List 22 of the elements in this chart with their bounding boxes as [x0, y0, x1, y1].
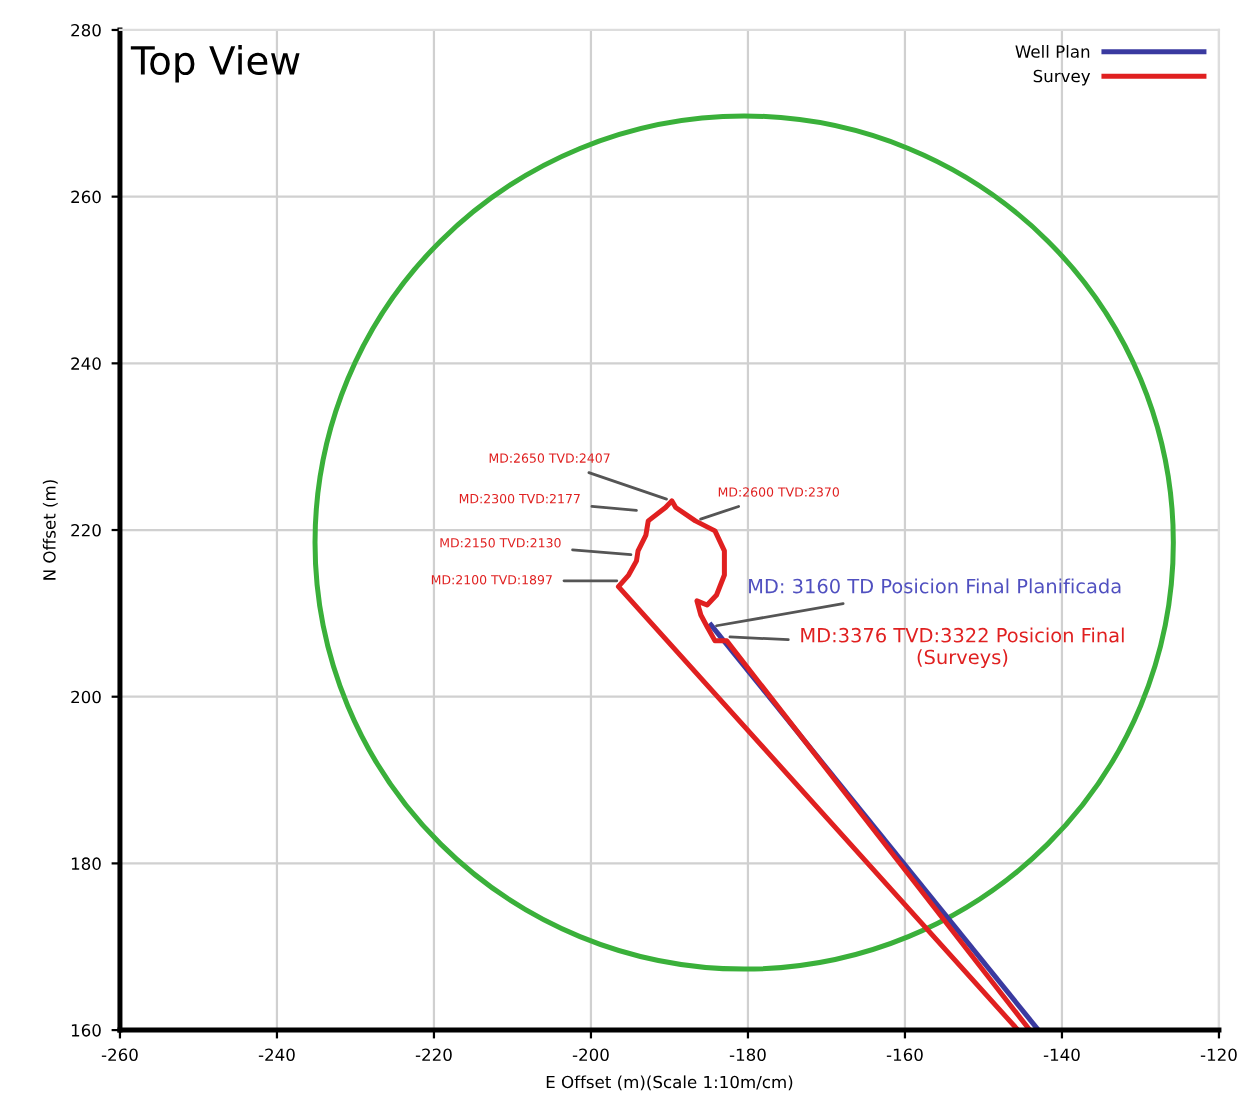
x-tick-label: -220 [415, 1048, 452, 1062]
chart-title: Top View [130, 44, 300, 83]
annotation: MD:3376 TVD:3322 Posicion Final (Surveys) [801, 627, 1124, 669]
x-axis-title: E Offset (m)(Scale 1:10m/cm) [546, 1075, 793, 1091]
y-tick-label: 260 [71, 190, 101, 204]
x-tick-label: -240 [258, 1048, 295, 1062]
x-tick-label: -180 [729, 1048, 766, 1062]
y-tick-label: 200 [71, 690, 101, 704]
x-tick-label: -160 [886, 1048, 923, 1062]
x-tick-label: -120 [1200, 1048, 1237, 1062]
y-tick-label: 180 [71, 857, 101, 870]
y-tick-label: 160 [71, 1024, 101, 1037]
x-tick-label: -200 [572, 1048, 609, 1062]
y-tick-label: 240 [71, 357, 101, 370]
annotation: MD: 3160 TD Posicion Final Planificada [749, 578, 1121, 594]
text: Survey [1033, 69, 1091, 86]
x-tick-label: -260 [101, 1048, 138, 1062]
x-tick-label: -140 [1043, 1048, 1080, 1062]
y-tick-label: 280 [71, 23, 101, 37]
y-tick-label: 220 [71, 523, 101, 537]
y-axis-title: N Offset (m) [42, 480, 58, 580]
text: Well Plan [1015, 44, 1090, 58]
